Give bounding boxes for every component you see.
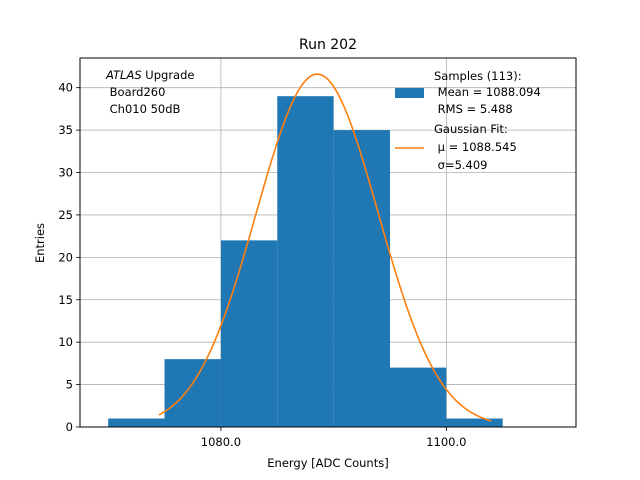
y-axis-label: Entries (33, 223, 47, 263)
y-tick-label: 0 (66, 420, 73, 434)
annotation-line-2: Board260 (106, 85, 165, 99)
y-tick-label: 30 (58, 166, 73, 180)
y-tick-label: 15 (58, 293, 73, 307)
y-tick-label: 35 (58, 123, 73, 137)
x-axis-ticks: 1080.0 1100.0 (201, 427, 466, 449)
axes-frame (79, 57, 577, 428)
histogram-bar (446, 418, 503, 427)
y-axis-ticks: 0 5 10 15 20 25 30 35 40 (58, 81, 80, 434)
legend-samples-line-2: Mean = 1088.094 (434, 85, 541, 99)
legend-samples-swatch (395, 88, 424, 98)
x-axis-label: Energy [ADC Counts] (267, 456, 388, 470)
annotation-upgrade: Upgrade (142, 68, 195, 82)
y-tick-label: 40 (58, 81, 73, 95)
legend-fit-line-3: σ=5.409 (434, 158, 488, 172)
gaussian-fit (158, 73, 492, 422)
histogram-bar (164, 359, 221, 427)
histogram-bars (108, 96, 503, 427)
chart-title: Run 202 (299, 37, 357, 53)
histogram-bar (390, 367, 447, 427)
annotation-line-3: Ch010 50dB (106, 102, 181, 116)
legend-fit-line-1: Gaussian Fit: (434, 122, 508, 136)
histogram-bar (333, 130, 390, 427)
y-tick-label: 5 (66, 378, 73, 392)
annotation-atlas: ATLAS (105, 68, 142, 82)
legend: Samples (113): Mean = 1088.094 RMS = 5.4… (395, 69, 541, 172)
y-tick-label: 20 (58, 250, 73, 264)
y-tick-label: 10 (58, 335, 73, 349)
histogram-bar (220, 240, 278, 427)
legend-fit-line-2: μ = 1088.545 (434, 140, 517, 154)
legend-samples-line-3: RMS = 5.488 (434, 102, 513, 116)
x-tick-label: 1080.0 (201, 435, 241, 449)
x-tick-label: 1100.0 (426, 435, 466, 449)
histogram-bar (277, 96, 334, 427)
gaussian-fit-curve (158, 73, 492, 422)
legend-samples-line-1: Samples (113): (434, 69, 522, 83)
histogram-bar (108, 418, 165, 427)
annotation-box: ATLAS Upgrade Board260 Ch010 50dB (105, 68, 194, 116)
annotation-line-1: ATLAS Upgrade (105, 68, 194, 82)
y-tick-label: 25 (58, 208, 73, 222)
